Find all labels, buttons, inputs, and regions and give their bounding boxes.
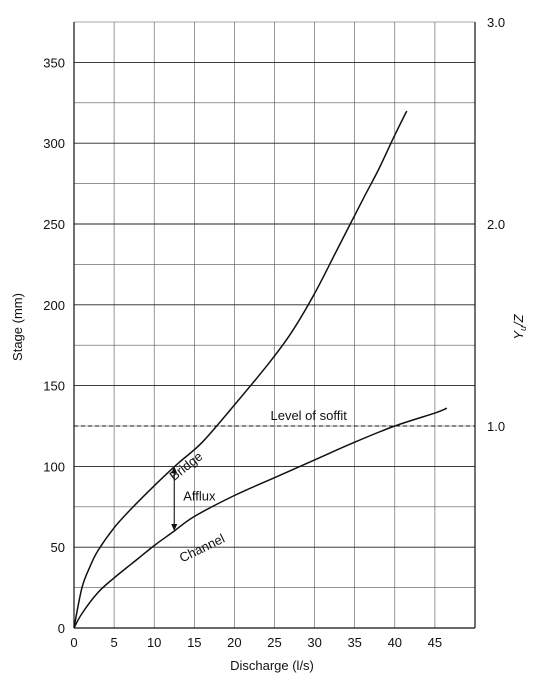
y-tick-label: 250 [43,217,65,232]
channel-curve [73,407,448,629]
x-tick-label: 45 [428,635,442,650]
x-tick-label: 20 [227,635,241,650]
y2-tick-label: 3.0 [487,15,505,30]
y-tick-label: 200 [43,298,65,313]
y-tick-label: 0 [58,621,65,636]
y2-tick-label: 2.0 [487,217,505,232]
x-tick-label: 5 [110,635,117,650]
bridge-curve [73,110,408,629]
y-tick-label: 350 [43,55,65,70]
channel-curve-label: Channel [177,531,227,566]
y-tick-label: 50 [51,540,65,555]
y2-axis-label-tail: /Z [511,313,526,327]
y-tick-label: 300 [43,136,65,151]
grid [73,21,476,629]
soffit-label: Level of soffit [270,408,347,423]
x-tick-label: 15 [187,635,201,650]
afflux-arrowhead-top [171,466,178,474]
afflux-label: Afflux [183,488,216,503]
curves [73,110,448,629]
y-tick-label: 100 [43,459,65,474]
x-tick-label: 25 [267,635,281,650]
y-tick-label: 150 [43,379,65,394]
y2-tick-label: 1.0 [487,419,505,434]
x-tick-label: 10 [147,635,161,650]
axes: 0 5 10 15 20 25 30 35 40 45 0 50 100 150 200 250 300 350 1… [43,15,505,650]
y2-axis-label-main: Y [511,330,526,340]
x-tick-label: 30 [307,635,321,650]
x-tick-label: 35 [347,635,361,650]
y-axis-label: Stage (mm) [10,293,25,361]
y2-axis-label: Yu/Z [511,313,528,339]
x-axis-label: Discharge (l/s) [230,658,314,673]
afflux-arrowhead-bottom [171,524,178,532]
x-tick-label: 40 [388,635,402,650]
y2-axis-label-sub: u [518,326,528,331]
x-tick-label: 0 [70,635,77,650]
